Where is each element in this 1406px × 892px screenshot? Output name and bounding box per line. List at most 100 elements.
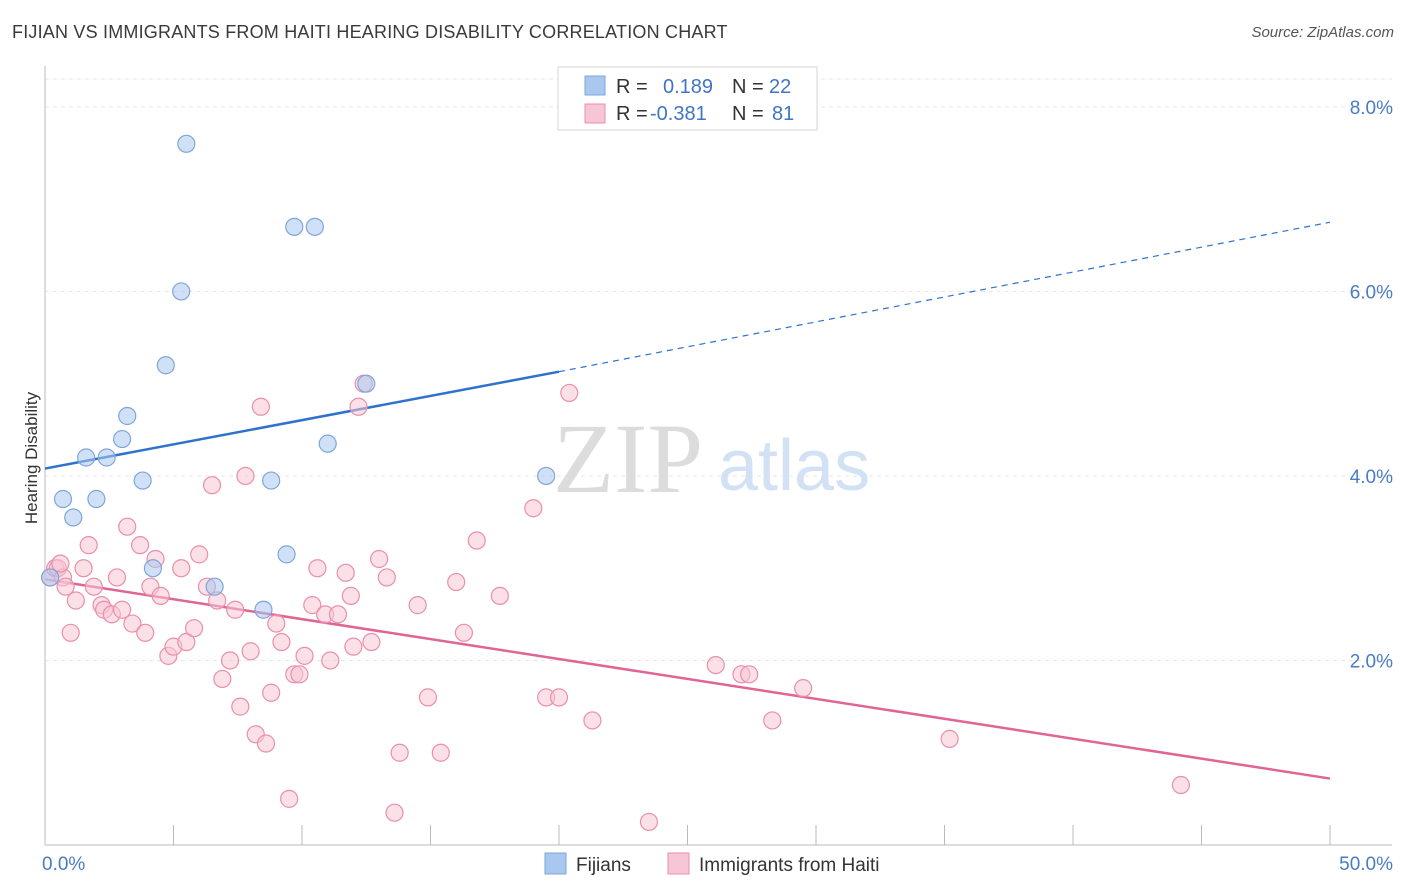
point-haiti xyxy=(408,596,427,615)
point-haiti xyxy=(349,397,368,416)
point-fijians xyxy=(41,568,60,587)
bottom-legend: Fijians Immigrants from Haiti xyxy=(544,852,880,876)
point-haiti xyxy=(290,665,309,684)
point-haiti xyxy=(231,697,250,716)
point-haiti xyxy=(251,397,270,416)
point-haiti xyxy=(639,812,659,832)
point-haiti xyxy=(84,577,103,596)
point-haiti xyxy=(560,383,579,403)
point-fijians xyxy=(118,406,137,426)
point-haiti xyxy=(308,559,327,578)
point-haiti xyxy=(549,688,569,707)
watermark-zip: ZIP xyxy=(553,403,703,514)
y-tick-label: 6.0% xyxy=(1350,282,1393,303)
legend-r-value: -0.381 xyxy=(650,103,707,125)
point-haiti xyxy=(490,586,509,605)
point-haiti xyxy=(236,466,255,486)
point-haiti xyxy=(226,600,245,619)
point-fijians xyxy=(205,577,224,596)
bottom-legend-swatch-haiti xyxy=(667,852,690,875)
point-haiti xyxy=(524,499,543,518)
point-fijians xyxy=(254,600,273,619)
point-haiti xyxy=(56,577,75,596)
point-haiti xyxy=(177,632,196,652)
legend-r-value: 0.189 xyxy=(663,76,713,98)
point-fijians xyxy=(262,471,281,490)
point-fijians xyxy=(172,282,191,301)
chart-source: Source: ZipAtlas.com xyxy=(1251,24,1394,41)
y-tick-label: 2.0% xyxy=(1350,651,1393,672)
point-haiti xyxy=(740,665,759,684)
point-haiti xyxy=(202,476,222,495)
point-haiti xyxy=(336,563,355,582)
axes xyxy=(44,66,1392,846)
point-haiti xyxy=(267,614,286,633)
point-haiti xyxy=(341,586,360,605)
point-haiti xyxy=(123,614,142,633)
legend-swatch-fijians xyxy=(584,75,606,96)
data-points xyxy=(41,134,1191,832)
point-haiti xyxy=(213,669,232,689)
y-tick-label: 4.0% xyxy=(1350,467,1393,488)
watermark: ZIP atlas xyxy=(553,403,870,514)
point-fijians xyxy=(87,489,106,509)
point-haiti xyxy=(295,646,314,665)
point-haiti xyxy=(431,743,450,762)
point-haiti xyxy=(118,517,137,536)
point-haiti xyxy=(184,619,204,638)
legend-r-label: R = xyxy=(616,103,648,125)
point-haiti xyxy=(467,531,486,550)
point-haiti xyxy=(61,623,80,642)
bottom-legend-label-haiti: Immigrants from Haiti xyxy=(699,855,880,876)
gridlines xyxy=(45,78,1392,661)
point-fijians xyxy=(77,448,96,467)
point-fijians xyxy=(143,559,163,578)
point-haiti xyxy=(241,642,260,661)
point-haiti xyxy=(74,559,93,578)
point-haiti xyxy=(583,711,602,730)
point-haiti xyxy=(794,679,813,698)
point-fijians xyxy=(53,489,73,509)
point-fijians xyxy=(305,217,324,236)
point-fijians xyxy=(133,471,152,490)
point-haiti xyxy=(447,572,466,592)
point-fijians xyxy=(285,217,304,236)
legend-box: R = 0.189 N = 22 R = -0.381 N = 81 xyxy=(557,66,818,131)
legend-n-value: 81 xyxy=(772,103,794,125)
bottom-legend-swatch-fijians xyxy=(544,852,567,875)
point-haiti xyxy=(418,688,438,707)
point-haiti xyxy=(303,596,322,615)
point-haiti xyxy=(136,623,155,642)
point-haiti xyxy=(362,632,381,652)
legend-n-value: 22 xyxy=(769,76,791,98)
point-fijians xyxy=(64,508,83,527)
point-haiti xyxy=(172,559,191,578)
point-haiti xyxy=(385,803,404,822)
point-haiti xyxy=(79,536,98,555)
point-haiti xyxy=(256,734,276,753)
point-haiti xyxy=(280,789,299,808)
x-tick-labels: 0.0% 50.0% xyxy=(42,854,1393,875)
point-haiti xyxy=(454,623,474,642)
legend-r-label: R = xyxy=(616,76,648,98)
point-fijians xyxy=(177,134,196,153)
trend-line-fijians-extension xyxy=(558,221,1331,373)
point-haiti xyxy=(112,600,132,619)
y-tick-labels: 2.0% 4.0% 6.0% 8.0% xyxy=(1350,98,1393,673)
point-haiti xyxy=(390,743,409,762)
point-haiti xyxy=(377,568,396,587)
point-haiti xyxy=(262,683,281,702)
legend-n-label: N = xyxy=(732,76,764,98)
y-axis-label: Hearing Disability xyxy=(22,391,41,524)
x-tick-label: 50.0% xyxy=(1339,854,1393,875)
point-haiti xyxy=(344,637,363,656)
point-fijians xyxy=(156,356,175,375)
point-haiti xyxy=(272,632,291,652)
point-haiti xyxy=(151,586,170,605)
chart-title: FIJIAN VS IMMIGRANTS FROM HAITI HEARING … xyxy=(12,22,728,42)
point-haiti xyxy=(220,651,240,670)
bottom-legend-label-fijians: Fijians xyxy=(576,855,631,876)
trend-line-fijians xyxy=(44,370,560,470)
point-fijians xyxy=(97,448,116,467)
